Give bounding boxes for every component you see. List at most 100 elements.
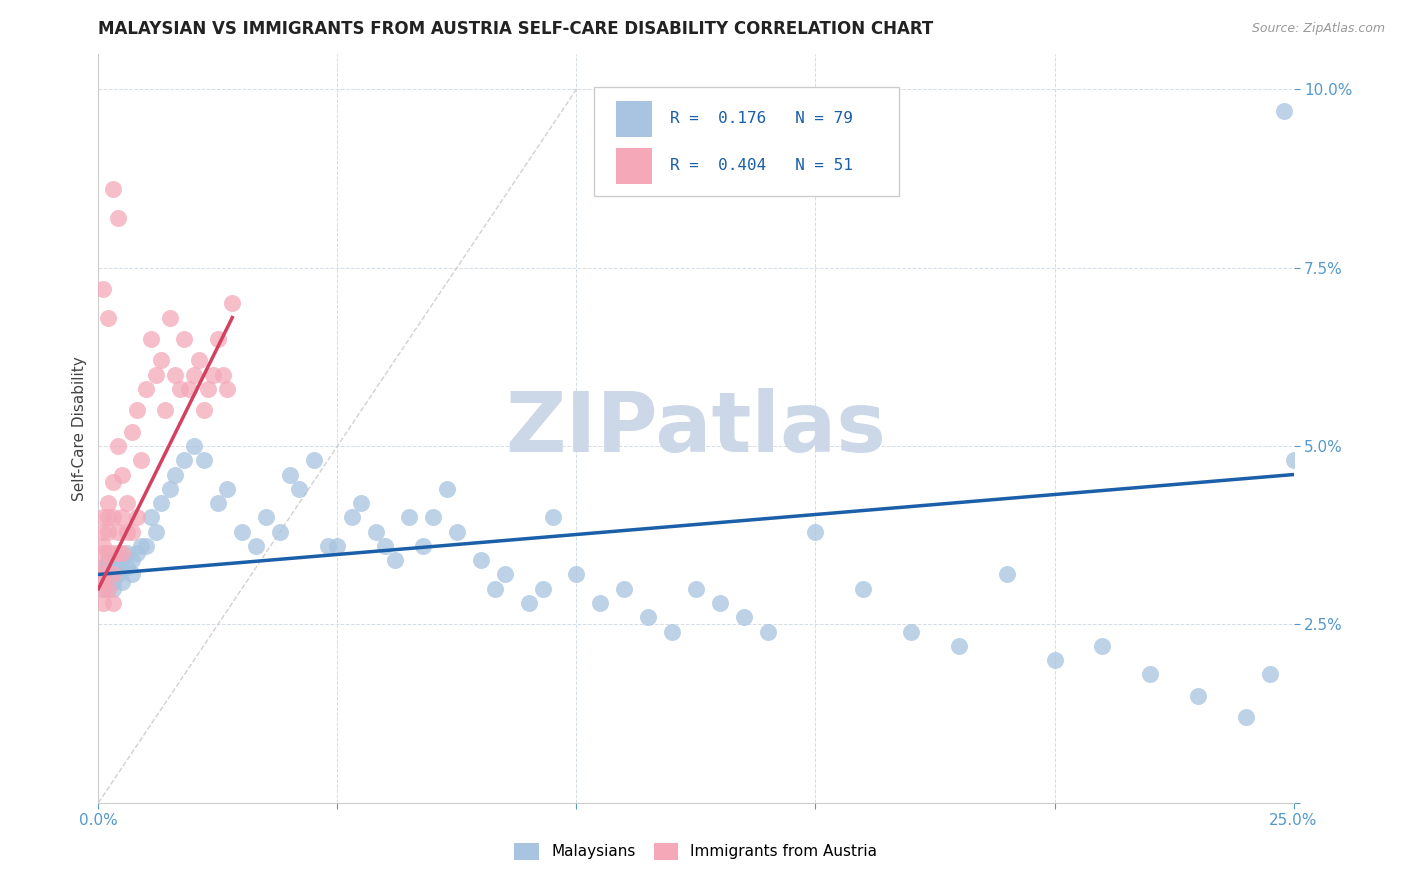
Point [202, 368, 225, 382]
Point [187, 353, 209, 368]
Point [900, 624, 922, 639]
Point [254, 510, 277, 524]
Point [350, 496, 373, 510]
Point [97, 560, 120, 574]
Point [852, 582, 875, 596]
Point [91, 510, 114, 524]
Point [145, 368, 167, 382]
Point [733, 610, 755, 624]
Point [179, 382, 201, 396]
Point [107, 211, 129, 225]
Point [217, 382, 239, 396]
Point [302, 453, 325, 467]
Point [101, 546, 124, 560]
Point [91, 596, 114, 610]
Point [107, 546, 129, 560]
Point [159, 482, 181, 496]
Point [412, 539, 434, 553]
Point [125, 510, 148, 524]
Point [948, 639, 970, 653]
Point [756, 624, 779, 639]
Point [101, 182, 124, 196]
Point [193, 453, 215, 467]
Point [115, 524, 138, 539]
Point [1043, 653, 1066, 667]
Text: R =  0.404   N = 51: R = 0.404 N = 51 [669, 159, 852, 173]
Point [173, 453, 195, 467]
Point [131, 539, 153, 553]
Point [97, 553, 120, 567]
Point [139, 332, 162, 346]
Point [231, 524, 253, 539]
Point [101, 567, 124, 582]
Point [107, 567, 129, 582]
Point [211, 368, 233, 382]
Point [1272, 103, 1295, 118]
Point [709, 596, 731, 610]
Point [145, 524, 167, 539]
Bar [616, 101, 652, 136]
Point [101, 475, 124, 489]
Point [91, 567, 114, 582]
Point [107, 439, 129, 453]
Point [131, 453, 153, 467]
Point [115, 560, 138, 574]
Point [111, 553, 134, 567]
Point [1139, 667, 1161, 681]
Point [149, 353, 172, 368]
Point [531, 582, 554, 596]
Point [1258, 667, 1281, 681]
Point [163, 467, 186, 482]
Point [91, 567, 114, 582]
Point [91, 546, 114, 560]
Text: MALAYSIAN VS IMMIGRANTS FROM AUSTRIA SELF-CARE DISABILITY CORRELATION CHART: MALAYSIAN VS IMMIGRANTS FROM AUSTRIA SEL… [98, 21, 934, 38]
Point [125, 403, 148, 417]
Point [97, 496, 120, 510]
Point [111, 510, 134, 524]
Point [183, 439, 205, 453]
Point [91, 574, 114, 589]
Point [685, 582, 707, 596]
Point [1234, 710, 1257, 724]
Point [288, 482, 311, 496]
Point [422, 510, 444, 524]
Point [97, 582, 120, 596]
Point [613, 582, 636, 596]
Point [97, 546, 120, 560]
Point [121, 553, 143, 567]
Point [173, 332, 195, 346]
Point [374, 539, 396, 553]
Point [107, 524, 129, 539]
Point [221, 296, 243, 310]
Point [163, 368, 186, 382]
Point [169, 382, 191, 396]
Point [217, 482, 239, 496]
Point [101, 596, 124, 610]
Point [245, 539, 267, 553]
Point [107, 560, 129, 574]
Y-axis label: Self-Care Disability: Self-Care Disability [72, 356, 87, 500]
Point [101, 574, 124, 589]
Point [494, 567, 516, 582]
Point [97, 574, 120, 589]
Point [278, 467, 301, 482]
Text: Source: ZipAtlas.com: Source: ZipAtlas.com [1251, 22, 1385, 36]
Point [661, 624, 683, 639]
Point [446, 524, 468, 539]
Point [91, 582, 114, 596]
Point [995, 567, 1018, 582]
Point [340, 510, 363, 524]
Point [183, 368, 205, 382]
Point [97, 310, 120, 325]
Point [121, 524, 143, 539]
FancyBboxPatch shape [595, 87, 900, 196]
Point [470, 553, 492, 567]
Point [1282, 453, 1305, 467]
Point [149, 496, 172, 510]
Point [637, 610, 659, 624]
Point [91, 574, 114, 589]
Point [484, 582, 506, 596]
Bar [616, 148, 652, 184]
Point [207, 332, 229, 346]
Point [139, 510, 162, 524]
